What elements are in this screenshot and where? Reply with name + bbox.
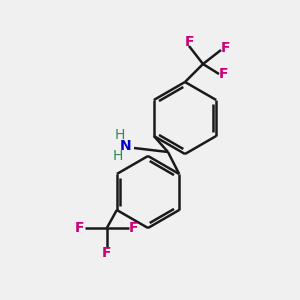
Text: H: H bbox=[113, 149, 123, 163]
Text: F: F bbox=[102, 246, 112, 260]
Text: H: H bbox=[115, 128, 125, 142]
Text: F: F bbox=[220, 41, 230, 55]
Text: F: F bbox=[75, 221, 85, 235]
Text: F: F bbox=[129, 221, 139, 235]
Text: N: N bbox=[120, 139, 132, 153]
Text: F: F bbox=[184, 35, 194, 49]
Text: F: F bbox=[218, 67, 228, 81]
